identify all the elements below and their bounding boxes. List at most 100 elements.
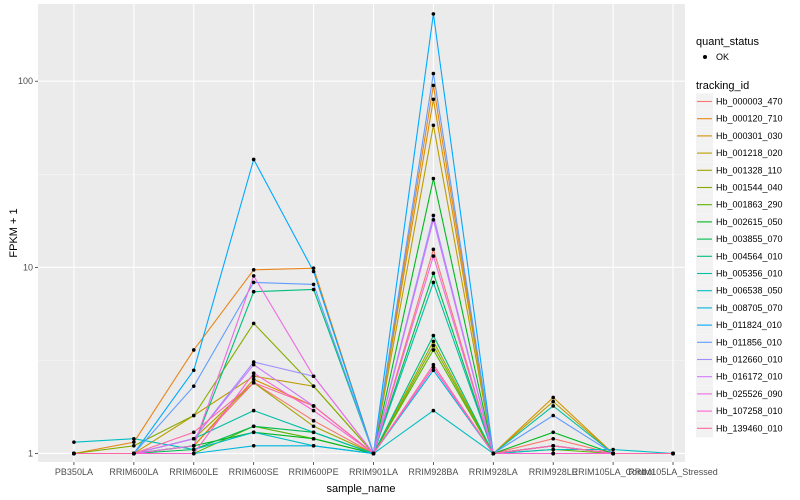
data-point	[311, 436, 316, 441]
x-tick-label: RRIM928LE	[529, 467, 578, 477]
data-point	[72, 440, 76, 444]
data-point	[431, 271, 436, 276]
data-point	[191, 413, 196, 418]
data-point	[431, 218, 436, 222]
x-tick-label: RRIM600SE	[229, 467, 279, 477]
data-point	[491, 451, 496, 456]
data-point	[431, 176, 436, 181]
x-tick-label: RRIM105LA_Stressed	[628, 467, 718, 477]
data-point	[251, 408, 256, 413]
data-point	[371, 451, 376, 456]
data-point	[431, 333, 436, 338]
data-point	[551, 395, 556, 400]
data-point	[431, 123, 436, 128]
data-point	[431, 12, 436, 16]
legend-item-label: Hb_107258_010	[716, 406, 783, 416]
data-point	[132, 440, 136, 444]
data-point	[251, 157, 256, 162]
data-point	[191, 384, 196, 388]
x-tick-label: RRIM105LA_Control	[572, 467, 655, 477]
x-tick-label: RRIM600LA	[109, 467, 158, 477]
data-point	[311, 287, 316, 292]
data-point	[311, 384, 316, 388]
data-point	[251, 280, 256, 285]
legend-label-ok: OK	[716, 52, 729, 62]
data-point	[251, 274, 256, 278]
legend-item-label: Hb_001328_110	[716, 165, 782, 175]
data-point	[311, 374, 316, 379]
data-point	[551, 404, 556, 408]
series-points	[72, 12, 675, 456]
data-point	[431, 254, 436, 258]
data-point	[431, 97, 436, 102]
data-point	[191, 443, 196, 448]
data-point	[431, 83, 436, 88]
data-point	[132, 451, 136, 456]
data-point	[251, 424, 256, 429]
x-tick-label: RRIM600LE	[169, 467, 218, 477]
data-point	[431, 343, 436, 348]
data-point	[251, 443, 256, 448]
legend-item-label: Hb_006538_050	[716, 286, 783, 296]
data-point	[191, 430, 196, 435]
legend-key-point	[703, 55, 707, 59]
data-point	[251, 362, 256, 367]
data-point	[251, 371, 256, 375]
data-point	[191, 451, 196, 456]
data-point	[132, 436, 136, 441]
legend-item-label: Hb_005356_010	[716, 269, 783, 279]
data-point	[191, 447, 196, 452]
data-point	[551, 451, 556, 456]
legend-item-label: Hb_000301_030	[716, 131, 783, 141]
data-point	[311, 430, 316, 435]
data-point	[191, 436, 196, 441]
data-point	[431, 362, 436, 367]
legend-item-label: Hb_002615_050	[716, 217, 783, 227]
plot-panel	[38, 4, 685, 462]
data-point	[431, 408, 436, 413]
data-point	[551, 430, 556, 435]
data-point	[191, 348, 196, 352]
data-point	[551, 413, 556, 418]
x-axis: PB350LA RRIM600LA RRIM600LE RRIM600SE RRIM60…	[55, 462, 718, 477]
data-point	[311, 443, 316, 448]
data-point	[311, 282, 316, 287]
legend-item-label: Hb_001544_040	[716, 183, 783, 193]
legend-item-label: Hb_001863_290	[716, 200, 783, 210]
x-axis-title: sample_name	[326, 483, 395, 495]
data-point	[611, 447, 615, 452]
data-point	[431, 368, 436, 373]
legend-title-tracking-id: tracking_id	[696, 80, 749, 92]
data-point	[311, 404, 316, 408]
x-tick-label: PB350LA	[55, 467, 93, 477]
data-point	[251, 430, 256, 435]
data-point	[551, 443, 556, 448]
data-point	[311, 418, 316, 423]
data-point	[311, 408, 316, 413]
legend-item-label: Hb_003855_070	[716, 234, 783, 244]
legend-title-quant-status: quant_status	[696, 36, 759, 48]
legend-item-label: Hb_012660_010	[716, 355, 783, 365]
legend-item-label: Hb_011824_010	[716, 320, 782, 330]
data-point	[431, 213, 436, 218]
legend-item-label: Hb_025526_090	[716, 389, 783, 399]
legend-item-label: Hb_004564_010	[716, 251, 783, 261]
x-tick-label: RRIM928BA	[408, 467, 458, 477]
y-axis: 1 10 100	[18, 76, 38, 458]
data-point	[251, 321, 256, 326]
data-point	[311, 424, 316, 429]
y-axis-title: FPKM + 1	[8, 208, 20, 257]
y-tick-label: 100	[18, 76, 33, 86]
data-point	[251, 360, 256, 364]
data-point	[311, 269, 316, 274]
data-point	[251, 289, 256, 294]
legend-item-label: Hb_008705_070	[716, 303, 783, 313]
data-point	[431, 247, 436, 252]
legend-items: Hb_000003_470 Hb_000120_710 Hb_000301_030 H…	[696, 93, 783, 438]
data-point	[551, 399, 556, 404]
data-point	[251, 268, 256, 272]
data-point	[251, 380, 256, 385]
y-tick-label: 10	[23, 262, 33, 272]
data-point	[431, 348, 436, 352]
